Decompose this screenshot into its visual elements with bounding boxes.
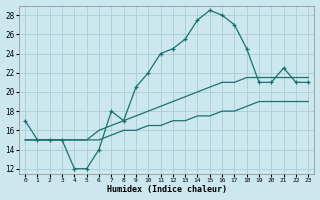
X-axis label: Humidex (Indice chaleur): Humidex (Indice chaleur) [107,185,227,194]
